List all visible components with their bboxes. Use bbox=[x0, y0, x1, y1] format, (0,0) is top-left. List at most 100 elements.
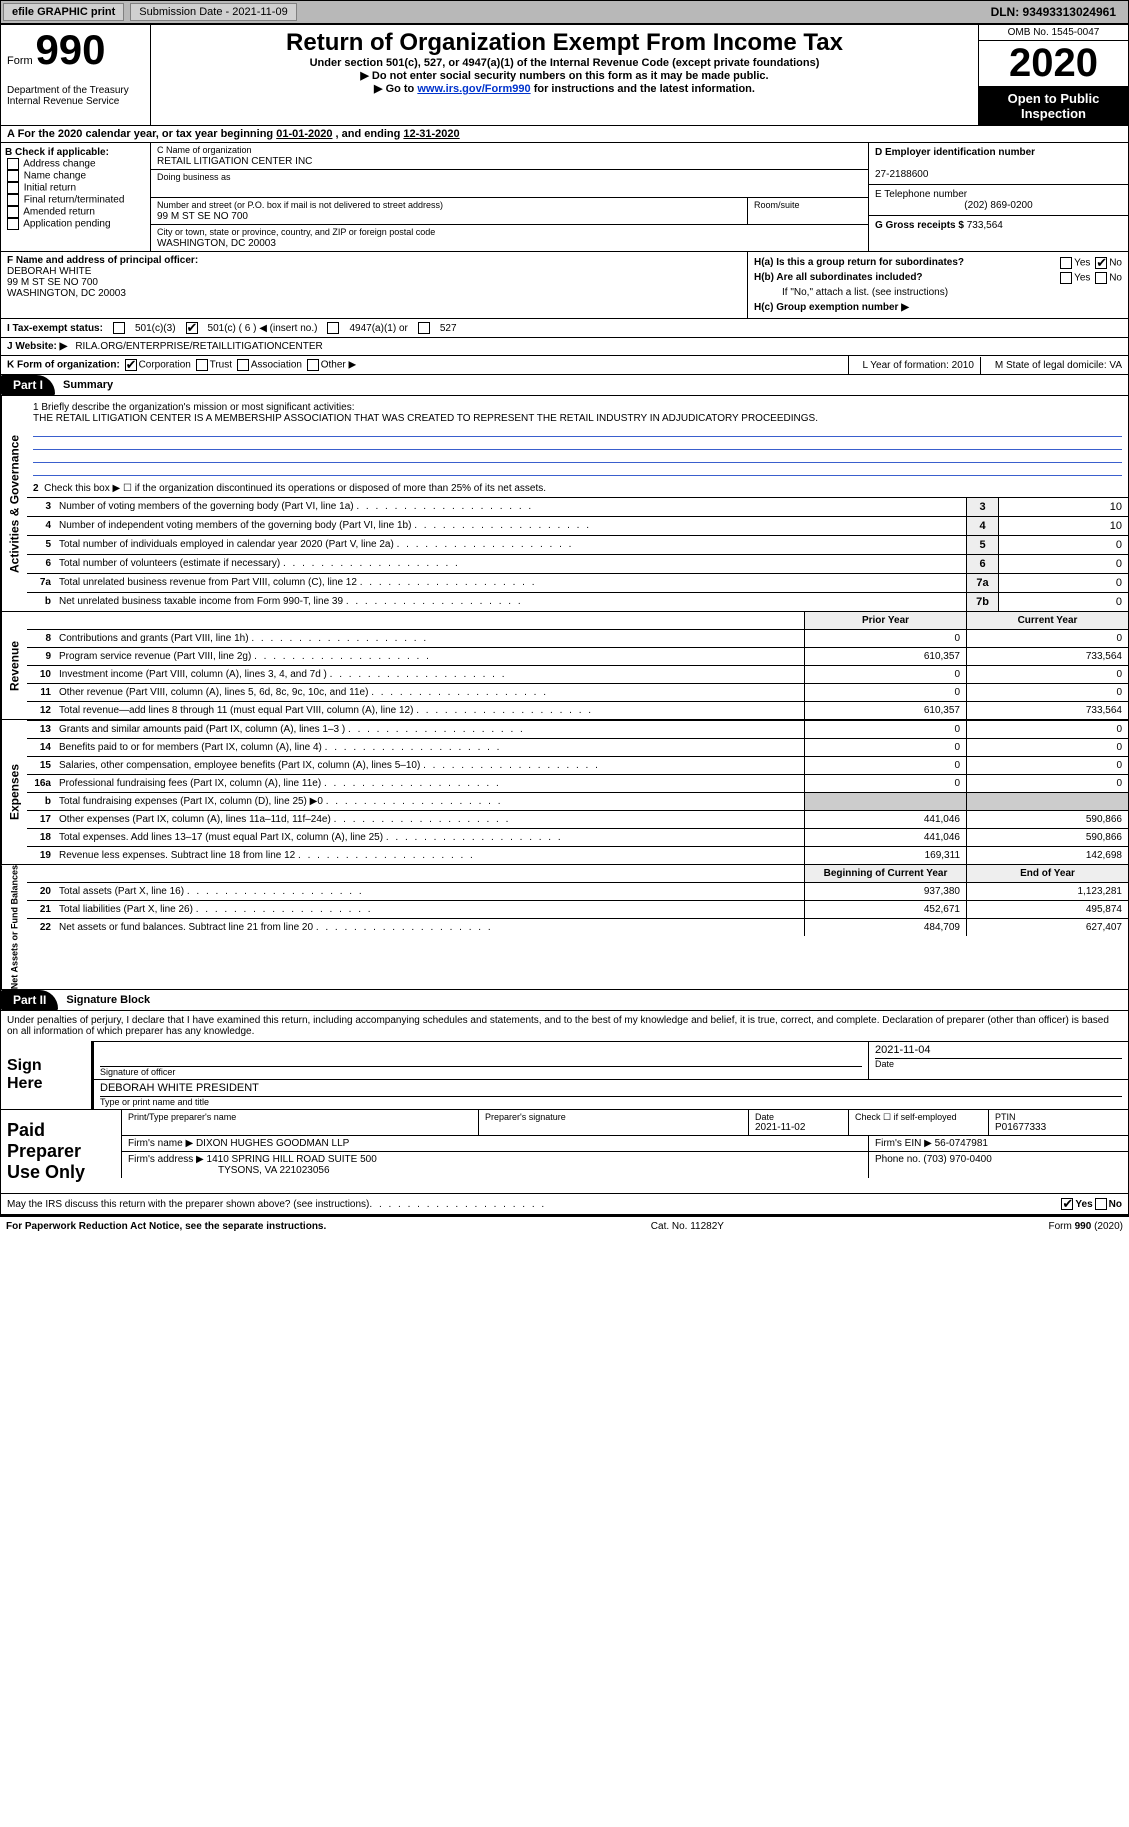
line-number: 12 bbox=[27, 702, 55, 719]
line-number: 17 bbox=[27, 811, 55, 828]
line-value: 0 bbox=[998, 555, 1128, 573]
q1-label: 1 Briefly describe the organization's mi… bbox=[33, 402, 1122, 413]
h-b-yes[interactable] bbox=[1060, 272, 1072, 284]
h-b-no[interactable] bbox=[1095, 272, 1107, 284]
line-value: 0 bbox=[998, 574, 1128, 592]
table-row: 19Revenue less expenses. Subtract line 1… bbox=[27, 846, 1128, 864]
section-activities-governance: Activities & Governance 1 Briefly descri… bbox=[0, 396, 1129, 612]
table-row: 12Total revenue—add lines 8 through 11 (… bbox=[27, 701, 1128, 719]
firm-name: DIXON HUGHES GOODMAN LLP bbox=[196, 1138, 349, 1149]
part-1-header: Part I Summary bbox=[0, 375, 1129, 396]
current-year-value: 495,874 bbox=[966, 901, 1128, 918]
current-year-value: 0 bbox=[966, 757, 1128, 774]
prior-year-value: 441,046 bbox=[804, 811, 966, 828]
table-row: 9Program service revenue (Part VIII, lin… bbox=[27, 647, 1128, 665]
sign-block: Sign Here Signature of officer 2021-11-0… bbox=[1, 1041, 1128, 1109]
line-number: 15 bbox=[27, 757, 55, 774]
line-number: 7a bbox=[27, 574, 55, 592]
current-year-value: 0 bbox=[966, 684, 1128, 701]
chk-address-change[interactable]: Address change bbox=[5, 158, 146, 170]
line-text: Total expenses. Add lines 13–17 (must eq… bbox=[55, 829, 804, 846]
table-row: 6Total number of volunteers (estimate if… bbox=[27, 554, 1128, 573]
irs-link[interactable]: www.irs.gov/Form990 bbox=[417, 83, 530, 95]
current-year-value: 733,564 bbox=[966, 648, 1128, 665]
chk-application-pending[interactable]: Application pending bbox=[5, 218, 146, 230]
self-employed-check[interactable]: Check ☐ if self-employed bbox=[855, 1112, 982, 1123]
chk-name-change[interactable]: Name change bbox=[5, 170, 146, 182]
officer-addr1: 99 M ST SE NO 700 bbox=[7, 277, 98, 288]
box-j-row: J Website: ▶ RILA.ORG/ENTERPRISE/RETAILL… bbox=[0, 338, 1129, 356]
irs-discuss-no[interactable] bbox=[1095, 1198, 1107, 1210]
chk-initial-return[interactable]: Initial return bbox=[5, 182, 146, 194]
paid-preparer-block: Paid Preparer Use Only Print/Type prepar… bbox=[1, 1109, 1128, 1193]
line-value: 10 bbox=[998, 498, 1128, 516]
chk-501c3[interactable] bbox=[113, 322, 125, 334]
h-a-yes[interactable] bbox=[1060, 257, 1072, 269]
line-number: 22 bbox=[27, 919, 55, 936]
table-row: 15Salaries, other compensation, employee… bbox=[27, 756, 1128, 774]
line-text: Total revenue—add lines 8 through 11 (mu… bbox=[55, 702, 804, 719]
irs-discuss-yes[interactable] bbox=[1061, 1198, 1073, 1210]
current-year-value bbox=[966, 793, 1128, 810]
irs-discuss-row: May the IRS discuss this return with the… bbox=[1, 1193, 1128, 1214]
col-boy: Beginning of Current Year bbox=[804, 865, 966, 882]
chk-final-return[interactable]: Final return/terminated bbox=[5, 194, 146, 206]
firm-addr1: 1410 SPRING HILL ROAD SUITE 500 bbox=[207, 1154, 377, 1165]
signer-name-label: Type or print name and title bbox=[100, 1096, 1122, 1107]
line-text: Other expenses (Part IX, column (A), lin… bbox=[55, 811, 804, 828]
chk-527[interactable] bbox=[418, 322, 430, 334]
line-text: Total number of individuals employed in … bbox=[55, 536, 966, 554]
line-text: Program service revenue (Part VIII, line… bbox=[55, 648, 804, 665]
footer-catno: Cat. No. 11282Y bbox=[326, 1221, 1048, 1232]
chk-other[interactable] bbox=[307, 359, 319, 371]
line-text: Total fundraising expenses (Part IX, col… bbox=[55, 793, 804, 810]
chk-501c[interactable] bbox=[186, 322, 198, 334]
line-text: Total unrelated business revenue from Pa… bbox=[55, 574, 966, 592]
chk-amended-return[interactable]: Amended return bbox=[5, 206, 146, 218]
street-label: Number and street (or P.O. box if mail i… bbox=[157, 200, 443, 210]
efile-print-button[interactable]: efile GRAPHIC print bbox=[3, 3, 124, 21]
footer-formno: Form 990 (2020) bbox=[1049, 1221, 1123, 1232]
line-box: 5 bbox=[966, 536, 998, 554]
firm-phone: (703) 970-0400 bbox=[923, 1154, 991, 1165]
mission-line bbox=[33, 424, 1122, 437]
gross-receipts-value: 733,564 bbox=[967, 220, 1003, 231]
form-label: Form bbox=[7, 55, 33, 67]
chk-4947[interactable] bbox=[327, 322, 339, 334]
prior-year-value: 452,671 bbox=[804, 901, 966, 918]
table-row: 22Net assets or fund balances. Subtract … bbox=[27, 918, 1128, 936]
prior-year-value: 0 bbox=[804, 684, 966, 701]
irs-discuss-question: May the IRS discuss this return with the… bbox=[7, 1199, 369, 1210]
chk-association[interactable] bbox=[237, 359, 249, 371]
chk-corporation[interactable] bbox=[125, 359, 137, 371]
prior-year-value: 441,046 bbox=[804, 829, 966, 846]
table-row: 5Total number of individuals employed in… bbox=[27, 535, 1128, 554]
firm-addr2: TYSONS, VA 221023056 bbox=[218, 1165, 330, 1176]
prior-year-value: 0 bbox=[804, 666, 966, 683]
header-mid: Return of Organization Exempt From Incom… bbox=[151, 25, 978, 125]
current-year-value: 0 bbox=[966, 630, 1128, 647]
phone-value: (202) 869-0200 bbox=[875, 200, 1122, 211]
table-row: 17Other expenses (Part IX, column (A), l… bbox=[27, 810, 1128, 828]
tax-period-row: A For the 2020 calendar year, or tax yea… bbox=[0, 126, 1129, 143]
line-box: 3 bbox=[966, 498, 998, 516]
mission-line bbox=[33, 463, 1122, 476]
subtitle-2: ▶ Do not enter social security numbers o… bbox=[159, 69, 970, 82]
table-row: 14Benefits paid to or for members (Part … bbox=[27, 738, 1128, 756]
h-b-note: If "No," attach a list. (see instruction… bbox=[754, 285, 1122, 300]
line-number: 3 bbox=[27, 498, 55, 516]
website-value: RILA.ORG/ENTERPRISE/RETAILLITIGATIONCENT… bbox=[75, 341, 322, 352]
prior-year-value: 0 bbox=[804, 757, 966, 774]
line-text: Salaries, other compensation, employee b… bbox=[55, 757, 804, 774]
signer-name-title: DEBORAH WHITE PRESIDENT bbox=[100, 1082, 1122, 1096]
line-text: Grants and similar amounts paid (Part IX… bbox=[55, 721, 804, 738]
line-number: 6 bbox=[27, 555, 55, 573]
line-text: Total number of volunteers (estimate if … bbox=[55, 555, 966, 573]
ptin: P01677333 bbox=[995, 1122, 1046, 1133]
h-a-no[interactable] bbox=[1095, 257, 1107, 269]
line-number: 18 bbox=[27, 829, 55, 846]
section-revenue: Revenue Prior Year Current Year 8Contrib… bbox=[0, 612, 1129, 720]
top-toolbar: efile GRAPHIC print Submission Date - 20… bbox=[0, 0, 1129, 24]
prior-year-value: 0 bbox=[804, 630, 966, 647]
chk-trust[interactable] bbox=[196, 359, 208, 371]
